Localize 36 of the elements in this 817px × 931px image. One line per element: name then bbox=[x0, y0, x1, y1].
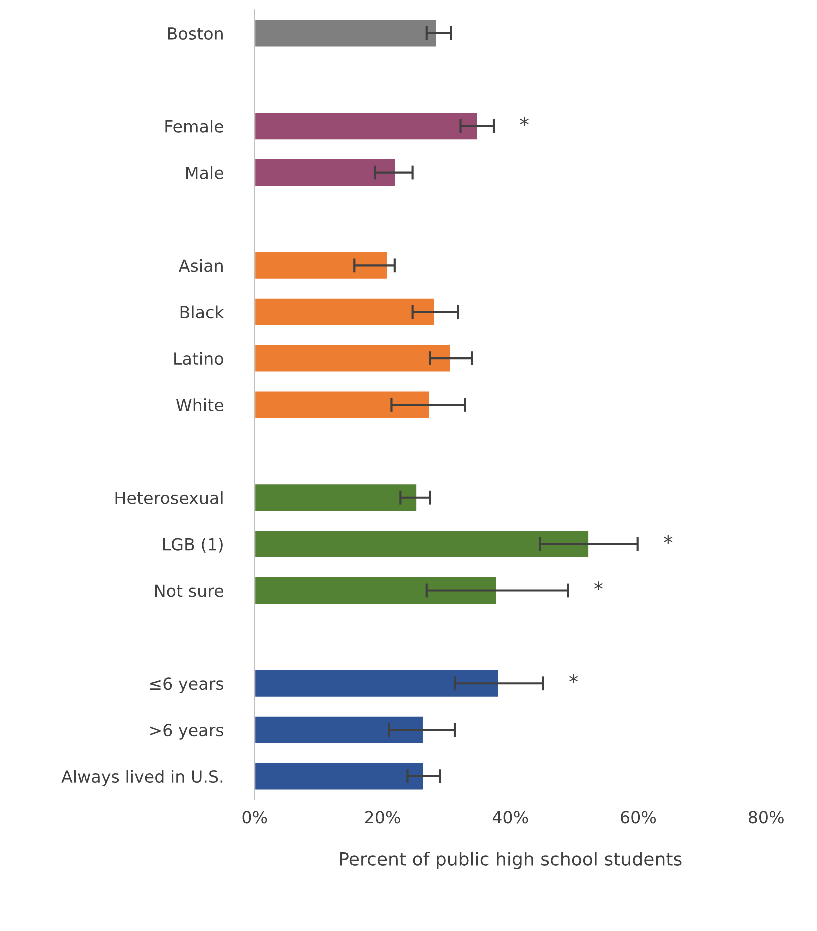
y-tick-label: Male bbox=[186, 166, 224, 180]
bar bbox=[254, 483, 418, 512]
bar bbox=[254, 297, 436, 327]
y-tick-label: Heterosexual bbox=[116, 492, 223, 504]
y-tick-label: Asian bbox=[178, 259, 223, 272]
y-tick-label: Latino bbox=[174, 352, 224, 366]
y-tick-label: White bbox=[176, 398, 224, 412]
x-tick-label: 60% bbox=[621, 811, 656, 824]
y-tick-label: Female bbox=[166, 120, 224, 133]
bar bbox=[254, 530, 590, 559]
bar bbox=[254, 112, 479, 141]
y-tick-label: >6 years bbox=[150, 724, 224, 740]
x-tick-label: 40% bbox=[492, 811, 528, 824]
annotation: * bbox=[664, 535, 673, 544]
bar bbox=[254, 715, 424, 745]
y-tick-label: Always lived in U.S. bbox=[62, 770, 223, 786]
x-axis-title: Percent of public high school students bbox=[340, 852, 682, 870]
annotation: * bbox=[520, 117, 529, 126]
y-tick-label: Black bbox=[180, 306, 224, 319]
y-tick-label: ≤6 years bbox=[150, 678, 224, 694]
bar bbox=[254, 669, 500, 698]
bar bbox=[254, 158, 397, 188]
bar bbox=[254, 390, 431, 420]
y-tick-label: Boston bbox=[168, 28, 223, 40]
bar bbox=[254, 18, 438, 48]
x-tick-label: 80% bbox=[748, 811, 784, 824]
annotation: * bbox=[594, 582, 603, 591]
bar bbox=[254, 344, 452, 374]
bar bbox=[254, 762, 424, 792]
bar bbox=[254, 576, 498, 606]
annotation: * bbox=[570, 674, 578, 684]
y-tick-label: Not sure bbox=[156, 584, 224, 598]
x-tick-label: 0% bbox=[242, 811, 268, 824]
x-tick-label: 20% bbox=[365, 811, 400, 824]
bar bbox=[254, 251, 389, 280]
y-tick-label: LGB (1) bbox=[163, 538, 223, 553]
